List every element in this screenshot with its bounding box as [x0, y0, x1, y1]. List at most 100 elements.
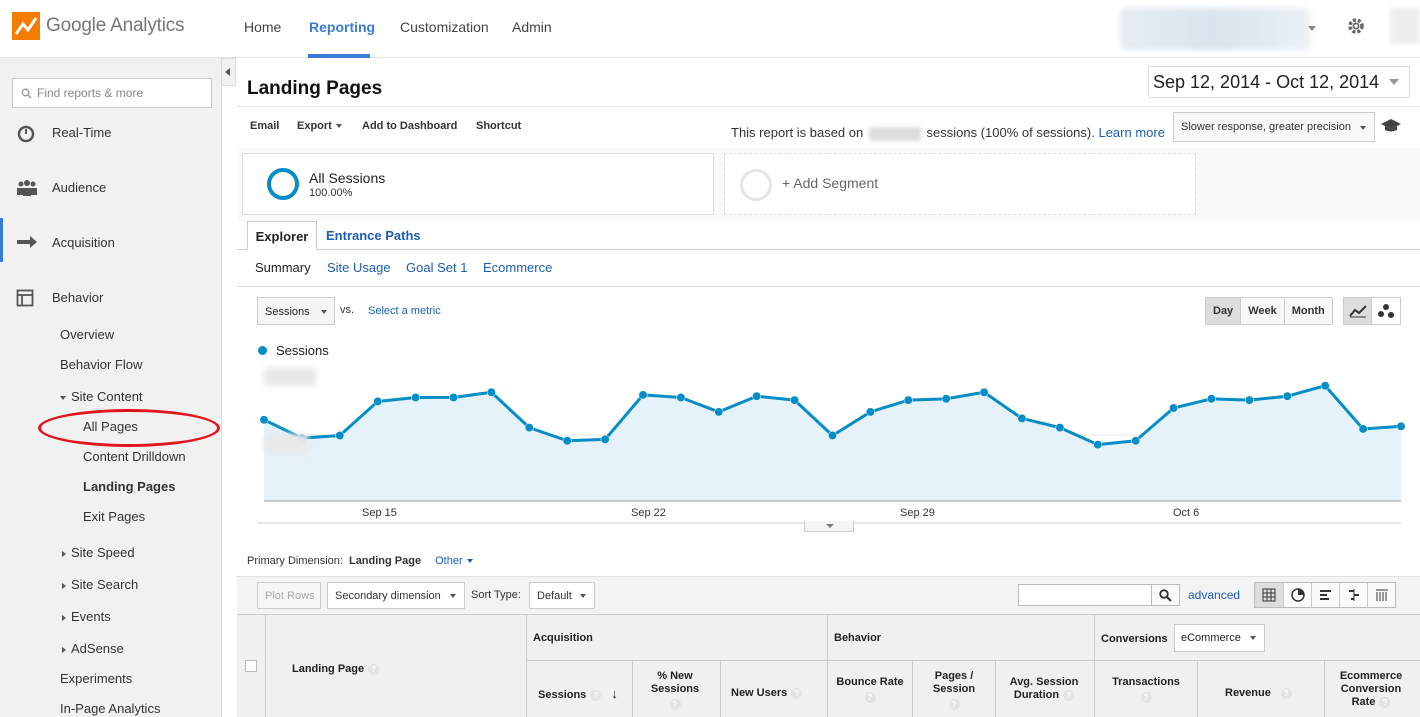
sidebar-item-landing-pages[interactable]: Landing Pages	[83, 479, 176, 494]
col-sessions[interactable]: Sessions? ↓	[538, 687, 618, 702]
col-new-users[interactable]: New Users?	[731, 687, 803, 700]
sort-down-arrow-icon[interactable]: ↓	[611, 686, 618, 701]
percentage-view-button[interactable]	[1283, 583, 1311, 607]
gear-icon[interactable]	[1346, 16, 1366, 36]
pie-icon	[1290, 588, 1305, 602]
help-icon[interactable]: ?	[1379, 696, 1391, 708]
data-point	[1244, 395, 1254, 405]
segment-all-sessions[interactable]: All Sessions 100.00%	[242, 153, 714, 215]
search-icon	[21, 88, 32, 98]
data-point	[373, 396, 383, 406]
tab-explorer[interactable]: Explorer	[247, 221, 317, 250]
sidebar-item-experiments[interactable]: Experiments	[60, 671, 133, 686]
sidebar-item-overview[interactable]: Overview	[60, 327, 115, 342]
pivot-view-button[interactable]	[1367, 583, 1395, 607]
sidebar-item-acquisition[interactable]: Acquisition	[52, 235, 115, 250]
col-transactions[interactable]: Transactions?	[1104, 676, 1188, 703]
chevron-down-icon[interactable]	[1308, 26, 1316, 31]
sidebar-item-in-page-analytics[interactable]: In-Page Analytics	[60, 701, 161, 716]
comparison-view-button[interactable]	[1339, 583, 1367, 607]
select-all-checkbox[interactable]	[245, 660, 257, 672]
col-revenue[interactable]: Revenue?	[1225, 687, 1292, 700]
advanced-filter-link[interactable]: advanced	[1188, 588, 1241, 602]
line-chart-button[interactable]	[1344, 298, 1373, 324]
help-icon[interactable]: ?	[948, 699, 960, 710]
email-button[interactable]: Email	[250, 120, 280, 132]
sidebar-item-events[interactable]: Events	[62, 609, 111, 624]
sidebar-collapse-button[interactable]	[222, 58, 236, 86]
subtab-goal-set-1[interactable]: Goal Set 1	[406, 260, 468, 275]
sidebar-item-realtime[interactable]: Real-Time	[52, 125, 112, 140]
select-metric-link[interactable]: Select a metric	[368, 305, 441, 317]
plot-rows-button[interactable]: Plot Rows	[257, 582, 321, 609]
sidebar-item-behavior-flow[interactable]: Behavior Flow	[60, 357, 143, 372]
sampling-note: This report is based on sessions (100% o…	[731, 125, 1165, 141]
data-point	[1055, 423, 1065, 433]
sort-type-select[interactable]: Default	[529, 582, 595, 609]
col-landing-page[interactable]: Landing Page?	[292, 663, 380, 676]
col-pages-session[interactable]: Pages / Session?	[924, 670, 984, 710]
column-divider	[912, 661, 913, 717]
nav-admin[interactable]: Admin	[512, 19, 552, 35]
col-bounce-rate-label: Bounce Rate	[836, 676, 904, 688]
col-avg-duration-label: Avg. Session Duration	[1009, 676, 1079, 701]
secondary-dimension-select[interactable]: Secondary dimension	[327, 582, 465, 609]
help-icon[interactable]: ?	[669, 699, 681, 710]
sidebar-item-site-speed[interactable]: Site Speed	[62, 545, 135, 560]
subtab-site-usage[interactable]: Site Usage	[327, 260, 391, 275]
app-logo[interactable]: Google Analytics	[12, 12, 185, 40]
help-icon[interactable]: ?	[368, 663, 380, 675]
subtab-ecommerce[interactable]: Ecommerce	[483, 260, 553, 275]
help-icon[interactable]: ?	[864, 692, 876, 703]
learn-more-link[interactable]: Learn more	[1098, 125, 1165, 140]
primary-dimension-landing-page[interactable]: Landing Page	[348, 555, 422, 567]
performance-view-button[interactable]	[1311, 583, 1339, 607]
table-search-button[interactable]	[1152, 584, 1180, 606]
nav-customization[interactable]: Customization	[400, 19, 489, 35]
data-view-button[interactable]	[1255, 583, 1283, 607]
metric-select[interactable]: Sessions	[257, 297, 335, 325]
nav-home[interactable]: Home	[244, 19, 282, 35]
avatar[interactable]	[1390, 8, 1420, 44]
sidebar-item-audience[interactable]: Audience	[52, 180, 107, 195]
other-dimension-link[interactable]: Other	[435, 555, 473, 567]
motion-chart-button[interactable]	[1372, 298, 1400, 324]
date-range-picker[interactable]: Sep 12, 2014 - Oct 12, 2014	[1148, 66, 1410, 98]
data-point	[1396, 421, 1406, 431]
add-to-dashboard-button[interactable]: Add to Dashboard	[362, 120, 458, 132]
add-segment-button[interactable]: + Add Segment	[724, 153, 1196, 215]
col-new-sessions[interactable]: % New Sessions?	[645, 670, 705, 710]
export-button[interactable]: Export	[297, 120, 342, 132]
column-divider	[1094, 614, 1095, 717]
sidebar-item-exit-pages[interactable]: Exit Pages	[83, 509, 146, 524]
data-point	[1320, 381, 1330, 391]
precision-select[interactable]: Slower response, greater precision	[1173, 112, 1375, 142]
tab-entrance-paths[interactable]: Entrance Paths	[326, 228, 421, 243]
sidebar-item-behavior[interactable]: Behavior	[52, 290, 104, 305]
conversion-type-select[interactable]: eCommerce	[1174, 624, 1265, 652]
shortcut-button[interactable]: Shortcut	[476, 120, 522, 132]
sidebar-item-site-content[interactable]: Site Content	[60, 389, 143, 404]
subtab-summary[interactable]: Summary	[255, 260, 311, 275]
help-icon[interactable]: ?	[1063, 689, 1075, 701]
sidebar-item-content-drilldown[interactable]: Content Drilldown	[83, 449, 186, 464]
help-icon[interactable]: ?	[1280, 687, 1292, 699]
help-icon[interactable]: ?	[590, 689, 602, 701]
help-icon[interactable]: ?	[1140, 692, 1152, 703]
table-search-input[interactable]	[1018, 584, 1152, 606]
nav-reporting[interactable]: Reporting	[309, 19, 376, 35]
help-icon[interactable]: ?	[791, 687, 803, 699]
col-bounce-rate[interactable]: Bounce Rate?	[834, 676, 906, 703]
col-avg-session-duration[interactable]: Avg. Session Duration?	[1004, 676, 1084, 702]
account-selector[interactable]	[1120, 8, 1310, 50]
chart-type-toggle	[1343, 297, 1401, 325]
sidebar-item-site-search[interactable]: Site Search	[62, 577, 138, 592]
week-button[interactable]: Week	[1240, 298, 1284, 324]
search-input[interactable]: Find reports & more	[12, 78, 212, 108]
chart-expander[interactable]	[804, 521, 854, 532]
col-ecommerce-conversion-rate[interactable]: Ecommerce Conversion Rate?	[1330, 670, 1412, 709]
month-button[interactable]: Month	[1283, 298, 1332, 324]
sidebar-item-adsense[interactable]: AdSense	[62, 641, 124, 656]
graduation-cap-icon[interactable]	[1380, 117, 1402, 135]
day-button[interactable]: Day	[1206, 298, 1241, 324]
